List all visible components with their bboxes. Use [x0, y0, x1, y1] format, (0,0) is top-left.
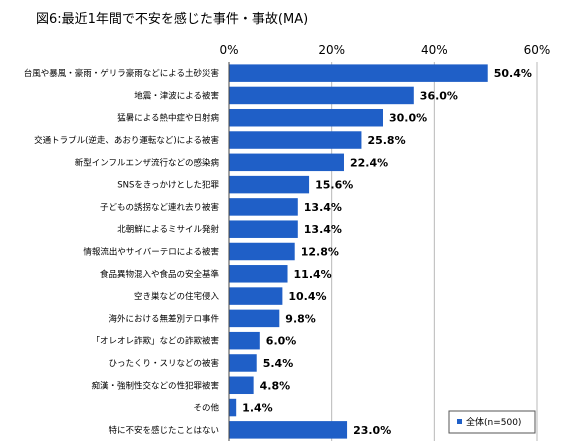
- legend-box: [448, 410, 536, 434]
- value-labels: 50.4% 36.0% 30.0% 25.8% 22.4% 15.6% 13.4% 13.4%…: [242, 67, 532, 437]
- value-label: 25.8%: [367, 134, 405, 147]
- bar: [229, 354, 257, 372]
- value-label: 23.0%: [353, 424, 391, 437]
- value-label: 10.4%: [288, 290, 326, 303]
- category-label: 地震・津波による被害: [134, 90, 219, 101]
- category-label: 「オレオレ詐欺」などの詐欺被害: [91, 336, 219, 347]
- legend-entry: 全体(n=500): [466, 416, 521, 428]
- chart-title: 図6:最近1年間で不安を感じた事件・事故(MA): [36, 11, 308, 27]
- bar-series: [229, 64, 488, 439]
- legend-swatch: [457, 419, 462, 424]
- bar: [229, 64, 488, 82]
- value-label: 36.0%: [420, 89, 458, 102]
- value-label: 5.4%: [263, 357, 294, 370]
- bar: [229, 376, 254, 395]
- category-label: 特に不安を感じたことはない: [108, 425, 219, 436]
- category-label: 猛暑による熱中症や日射病: [117, 113, 219, 124]
- bar: [229, 265, 288, 283]
- category-label: 食品異物混入や食品の安全基準: [100, 269, 220, 280]
- category-label: 痴漢・強制性交などの性犯罪被害: [91, 380, 219, 391]
- bar: [229, 153, 344, 172]
- value-label: 13.4%: [304, 201, 342, 214]
- bar: [229, 309, 280, 328]
- category-label: 情報流出やサイバーテロによる被害: [83, 247, 219, 258]
- category-label: ひったくり・スリなどの被害: [108, 358, 219, 369]
- bar: [229, 198, 298, 216]
- value-label: 30.0%: [389, 112, 427, 125]
- value-label: 6.0%: [266, 335, 297, 348]
- bar: [229, 331, 260, 350]
- bar: [229, 108, 383, 127]
- bar: [229, 398, 237, 417]
- value-label: 4.8%: [260, 379, 291, 392]
- x-tick-label: 20%: [318, 43, 345, 57]
- bar: [229, 175, 310, 194]
- x-tick-label: 60%: [524, 43, 551, 57]
- value-label: 50.4%: [494, 67, 532, 80]
- value-label: 15.6%: [315, 179, 353, 192]
- category-label: 交通トラブル(逆走、あおり運転など)による被害: [34, 135, 219, 146]
- category-label: その他: [193, 403, 219, 414]
- category-label: 北朝鮮によるミサイル発射: [117, 224, 219, 235]
- value-label: 13.4%: [304, 223, 342, 236]
- category-labels: 台風や暴風・豪雨・ゲリラ豪雨などによる土砂災害地震・津波による被害猛暑による熱中…: [24, 68, 220, 436]
- bar: [229, 131, 362, 149]
- x-tick-label: 40%: [421, 43, 448, 57]
- value-label: 22.4%: [350, 156, 388, 169]
- bar: [229, 242, 295, 261]
- value-label: 11.4%: [294, 268, 332, 281]
- category-label: 新型インフルエンザ流行などの感染病: [75, 157, 220, 168]
- category-label: 海外における無差別テロ事件: [108, 313, 219, 324]
- bar: [229, 421, 348, 439]
- category-label: 台風や暴風・豪雨・ゲリラ豪雨などによる土砂災害: [24, 68, 219, 79]
- bar: [229, 287, 283, 305]
- category-label: 子どもの誘拐など連れ去り被害: [100, 202, 219, 213]
- category-label: 空き巣などの住宅侵入: [134, 291, 220, 302]
- value-label: 12.8%: [301, 246, 339, 259]
- bar: [229, 86, 414, 105]
- x-axis-ticks: 0% 20% 40% 60%: [219, 43, 550, 57]
- category-label: SNSをきっかけとした犯罪: [117, 180, 219, 191]
- legend: 全体(n=500): [448, 410, 536, 434]
- value-label: 9.8%: [285, 312, 316, 325]
- x-tick-label: 0%: [219, 43, 238, 57]
- bar: [229, 220, 298, 238]
- value-label: 1.4%: [242, 402, 273, 415]
